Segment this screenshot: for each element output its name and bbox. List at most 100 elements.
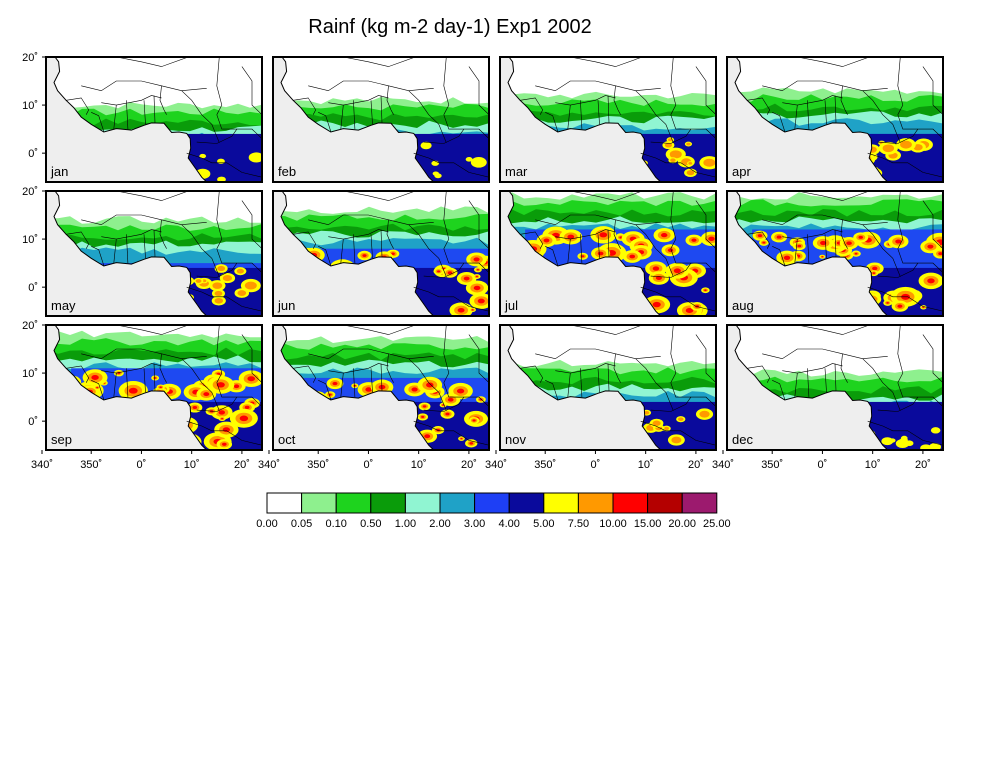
rain-hotspot <box>652 301 661 308</box>
country-border <box>143 234 146 259</box>
country-border <box>216 57 223 115</box>
country-border <box>153 363 156 391</box>
country-border <box>597 234 600 259</box>
country-border <box>380 363 383 391</box>
rain-hotspot <box>192 406 198 410</box>
rain-hotspot <box>473 257 480 262</box>
country-border <box>555 229 616 240</box>
rain-hotspot <box>221 417 224 420</box>
country-border <box>370 100 373 125</box>
country-border <box>807 368 810 398</box>
rain-hotspot <box>797 244 802 248</box>
country-border <box>807 100 810 130</box>
country-border <box>318 380 332 400</box>
rain-hotspot <box>644 410 650 415</box>
country-border <box>824 234 827 259</box>
map-panels: jan feb mar apr may jun jul aug sep oct nov dec <box>45 56 944 451</box>
month-label: aug <box>732 298 754 313</box>
rain-hotspot <box>411 387 418 392</box>
rain-hotspot <box>703 158 716 167</box>
rain-hotspot <box>685 307 694 313</box>
colorbar-label: 15.00 <box>634 518 662 530</box>
rain-hotspot <box>426 382 434 388</box>
rain-hotspot <box>927 278 935 284</box>
country-border <box>807 234 810 264</box>
rain-hotspot <box>664 142 673 148</box>
country-border <box>794 105 798 130</box>
rain-hotspot <box>757 234 763 238</box>
country-border <box>695 200 716 249</box>
rain-hotspot <box>663 426 670 431</box>
country-border <box>897 114 943 139</box>
rain-hotspot <box>938 252 943 256</box>
country-border <box>555 363 616 374</box>
month-label: jun <box>277 298 295 313</box>
country-border <box>196 262 238 278</box>
country-border <box>897 325 904 383</box>
rain-hotspot <box>212 282 223 289</box>
country-border <box>650 262 692 278</box>
country-border <box>834 95 837 123</box>
country-border <box>762 80 888 92</box>
country-border <box>380 229 383 257</box>
rain-hotspot <box>677 417 684 422</box>
country-border <box>241 200 262 249</box>
country-border <box>922 200 943 249</box>
rain-hotspot <box>686 170 695 176</box>
rain-hotspot <box>783 255 791 260</box>
country-border <box>423 128 465 144</box>
country-border <box>862 358 901 411</box>
lon-tick-label: 340˚ <box>258 459 280 471</box>
panel-frame <box>272 56 490 183</box>
country-border <box>308 80 434 92</box>
rain-hotspot <box>244 405 250 409</box>
colorbar-swatch <box>266 492 303 514</box>
country-border <box>877 396 919 412</box>
figure-title: Rainf (kg m-2 day-1) Exp1 2002 <box>308 16 592 38</box>
country-border <box>794 373 798 398</box>
rain-hotspot <box>437 270 441 273</box>
colorbar-swatch <box>404 492 441 514</box>
month-label: jul <box>504 298 518 313</box>
country-border <box>535 57 644 67</box>
rain-hotspot <box>217 176 226 182</box>
month-label: mar <box>505 164 528 179</box>
lon-tick-label: 340˚ <box>31 459 53 471</box>
country-border <box>897 57 904 115</box>
map-panel-nov: nov <box>499 324 717 451</box>
rain-hotspot <box>667 248 674 253</box>
panel-frame <box>726 56 944 183</box>
lon-tick-label: 10˚ <box>411 459 427 471</box>
colorbar-label: 4.00 <box>498 518 519 530</box>
country-border <box>408 358 447 411</box>
lon-tick-label: 350˚ <box>307 459 329 471</box>
country-border <box>181 90 220 143</box>
rain-hotspot <box>456 388 465 394</box>
month-label: nov <box>505 432 526 447</box>
country-border <box>66 365 90 383</box>
country-border <box>640 420 716 446</box>
country-border <box>186 286 262 312</box>
rain-hotspot <box>882 144 895 153</box>
country-border <box>834 363 837 391</box>
colorbar-swatch <box>335 492 372 514</box>
rain-hotspot <box>872 272 876 275</box>
rain-hotspot <box>673 268 681 274</box>
country-border <box>782 95 843 106</box>
rain-hotspot <box>222 427 231 433</box>
country-border <box>308 191 417 201</box>
rain-hotspot <box>216 382 225 388</box>
country-border <box>867 152 943 178</box>
rain-hotspot <box>776 235 782 239</box>
rain-hotspot <box>927 244 934 249</box>
country-border <box>91 380 105 400</box>
country-border <box>824 100 827 125</box>
country-border <box>840 219 848 249</box>
rain-hotspot <box>661 233 668 238</box>
coastline <box>53 325 208 450</box>
lat-tick-label: 20˚ <box>22 320 38 332</box>
country-border <box>862 90 901 143</box>
map-panel-mar: mar <box>499 56 717 183</box>
rain-hotspot <box>900 140 912 149</box>
